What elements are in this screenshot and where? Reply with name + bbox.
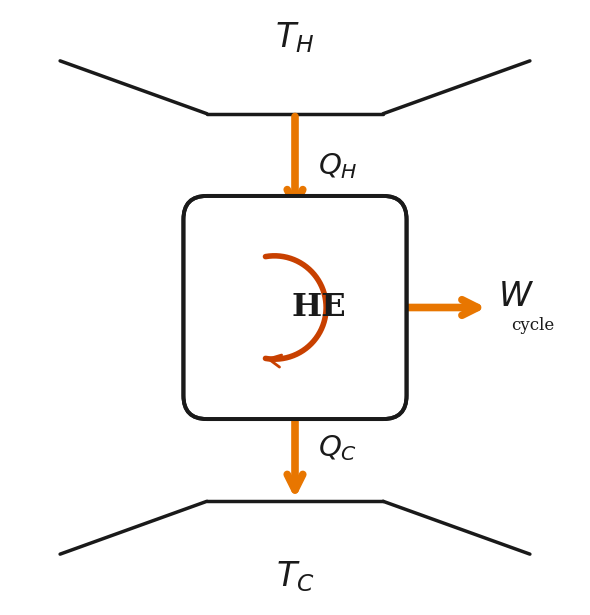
- Text: $Q_{H}$: $Q_{H}$: [319, 152, 358, 181]
- Text: HE: HE: [291, 292, 346, 323]
- Text: $W$: $W$: [497, 281, 533, 313]
- Text: $Q_{C}$: $Q_{C}$: [319, 434, 358, 463]
- FancyBboxPatch shape: [183, 196, 407, 419]
- Text: $T_{H}$: $T_{H}$: [276, 20, 314, 55]
- Text: cycle: cycle: [511, 317, 555, 333]
- Text: $T_{C}$: $T_{C}$: [276, 559, 314, 594]
